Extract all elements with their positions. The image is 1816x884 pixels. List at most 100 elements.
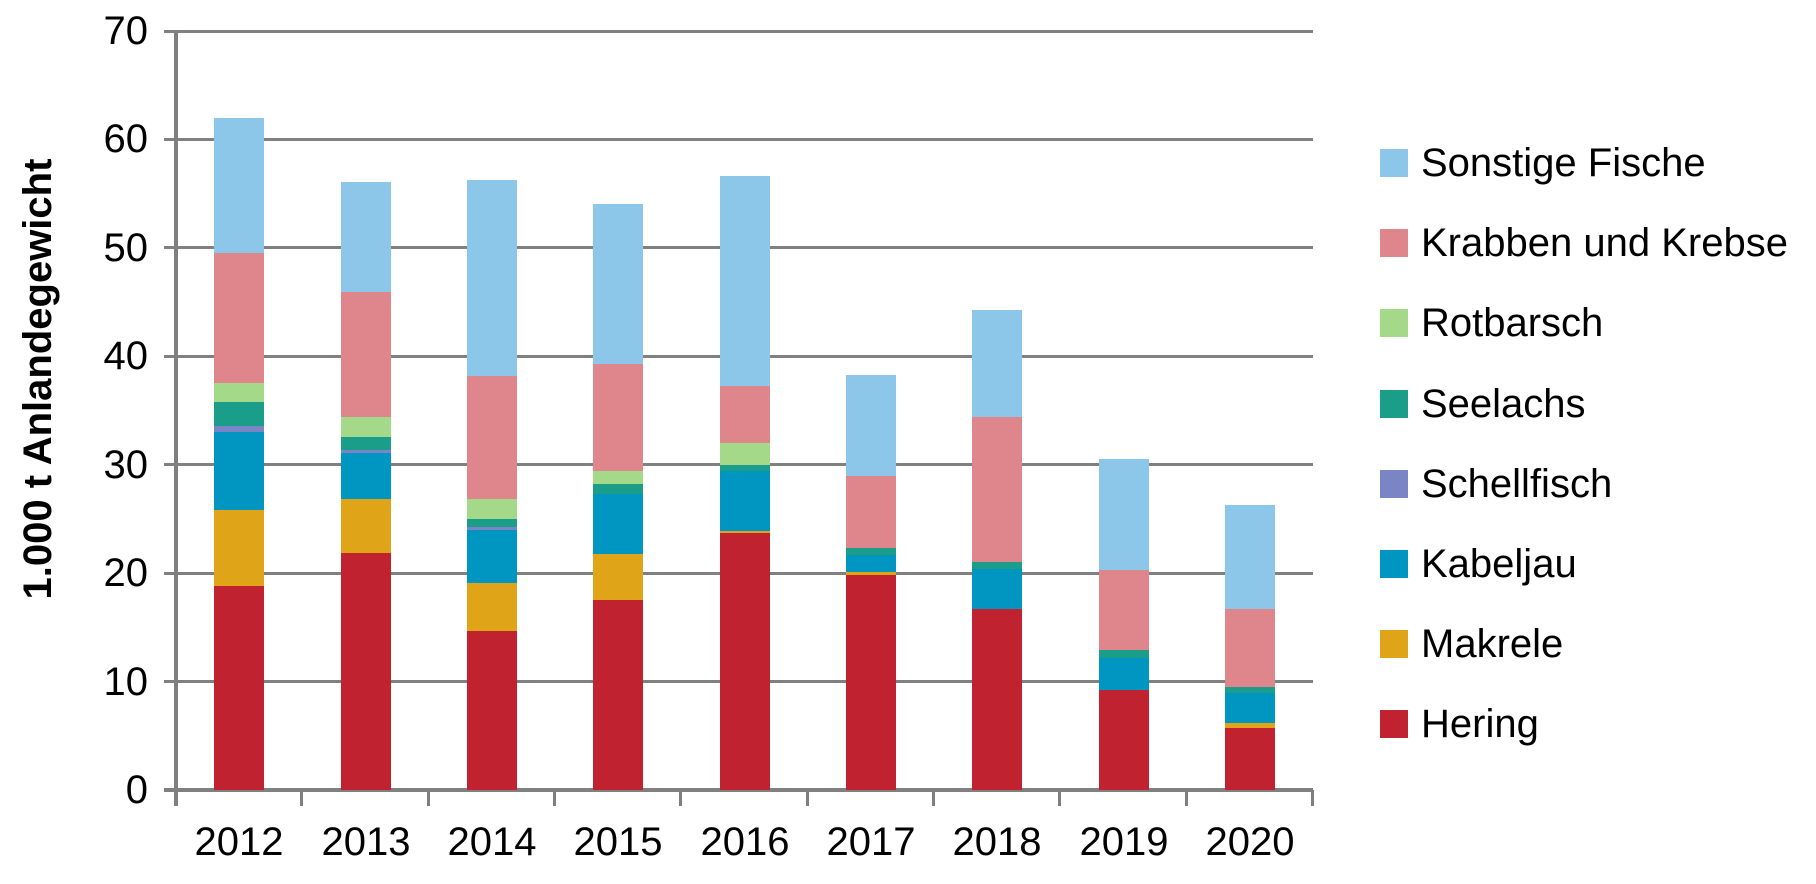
bar-segment-rotbarsch-2013 bbox=[341, 417, 391, 437]
y-tick-label-20: 20 bbox=[103, 551, 149, 595]
bar-segment-hering-2016 bbox=[720, 533, 770, 790]
y-tick-label-50: 50 bbox=[103, 226, 149, 270]
gridline-0 bbox=[164, 788, 1313, 792]
x-tick-label-2015: 2015 bbox=[573, 820, 663, 864]
bar-segment-kabeljau-2014 bbox=[467, 530, 517, 583]
bar-segment-makrele-2020 bbox=[1225, 723, 1275, 728]
x-axis-tick bbox=[806, 790, 809, 806]
x-tick-label-2017: 2017 bbox=[826, 820, 916, 864]
bar-segment-seelachs-2012 bbox=[214, 402, 264, 426]
bar-segment-rotbarsch-2014 bbox=[467, 499, 517, 519]
bar-segment-hering-2020 bbox=[1225, 728, 1275, 790]
x-tick-label-2014: 2014 bbox=[447, 820, 537, 864]
bar-segment-makrele-2015 bbox=[593, 554, 643, 600]
y-axis-title: 1.000 t Anlandegewicht bbox=[16, 158, 60, 600]
bar-segment-kabeljau-2015 bbox=[593, 494, 643, 554]
bar-segment-kabeljau-2018 bbox=[972, 569, 1022, 609]
bar-segment-rotbarsch-2015 bbox=[593, 471, 643, 484]
legend-item-seelachs: Seelachs bbox=[1380, 379, 1586, 429]
bar-segment-sonstige-fische-2014 bbox=[467, 180, 517, 376]
legend-item-rotbarsch: Rotbarsch bbox=[1380, 298, 1603, 348]
legend-label-seelachs: Seelachs bbox=[1421, 382, 1586, 426]
y-tick-label-60: 60 bbox=[103, 117, 149, 161]
gridline-60 bbox=[164, 138, 1313, 141]
bar-segment-seelachs-2017 bbox=[846, 548, 896, 555]
legend-item-makrele: Makrele bbox=[1380, 619, 1563, 669]
x-tick-label-2019: 2019 bbox=[1079, 820, 1169, 864]
x-axis-tick bbox=[679, 790, 682, 806]
bar-segment-krabben-und-krebse-2017 bbox=[846, 476, 896, 548]
bar-segment-krabben-und-krebse-2014 bbox=[467, 376, 517, 499]
bar-segment-makrele-2016 bbox=[720, 531, 770, 533]
x-tick-label-2013: 2013 bbox=[321, 820, 411, 864]
legend-swatch-hering bbox=[1380, 710, 1408, 738]
bar-segment-kabeljau-2019 bbox=[1099, 658, 1149, 690]
bar-segment-schellfisch-2013 bbox=[341, 450, 391, 453]
y-tick-label-40: 40 bbox=[103, 334, 149, 378]
legend-label-sonstige-fische: Sonstige Fische bbox=[1421, 141, 1706, 185]
y-tick-label-30: 30 bbox=[103, 443, 149, 487]
bar-segment-hering-2018 bbox=[972, 609, 1022, 790]
bar-segment-sonstige-fische-2013 bbox=[341, 182, 391, 292]
legend-item-hering: Hering bbox=[1380, 699, 1539, 749]
bar-segment-krabben-und-krebse-2016 bbox=[720, 386, 770, 443]
bar-segment-seelachs-2013 bbox=[341, 437, 391, 450]
bar-segment-hering-2015 bbox=[593, 600, 643, 790]
x-axis-tick bbox=[932, 790, 935, 806]
bar-segment-krabben-und-krebse-2013 bbox=[341, 292, 391, 417]
bar-segment-sonstige-fische-2017 bbox=[846, 375, 896, 476]
bar-segment-kabeljau-2012 bbox=[214, 432, 264, 510]
legend-swatch-makrele bbox=[1380, 630, 1408, 658]
bar-segment-kabeljau-2020 bbox=[1225, 693, 1275, 723]
bar-segment-hering-2012 bbox=[214, 586, 264, 790]
bar-segment-seelachs-2019 bbox=[1099, 650, 1149, 658]
bar-segment-makrele-2014 bbox=[467, 583, 517, 631]
bar-segment-makrele-2017 bbox=[846, 572, 896, 575]
bar-segment-sonstige-fische-2016 bbox=[720, 176, 770, 386]
y-tick-label-10: 10 bbox=[103, 660, 149, 704]
legend-swatch-seelachs bbox=[1380, 390, 1408, 418]
bar-segment-seelachs-2020 bbox=[1225, 687, 1275, 693]
legend-swatch-sonstige-fische bbox=[1380, 149, 1408, 177]
legend-swatch-schellfisch bbox=[1380, 470, 1408, 498]
x-axis-tick bbox=[300, 790, 303, 806]
bar-segment-krabben-und-krebse-2015 bbox=[593, 364, 643, 471]
bar-segment-seelachs-2014 bbox=[467, 519, 517, 527]
bar-segment-hering-2017 bbox=[846, 575, 896, 790]
legend-swatch-krabben-und-krebse bbox=[1380, 229, 1408, 257]
legend-item-kabeljau: Kabeljau bbox=[1380, 539, 1577, 589]
x-axis-tick bbox=[427, 790, 430, 806]
y-tick-label-0: 0 bbox=[125, 768, 148, 812]
bar-segment-hering-2014 bbox=[467, 631, 517, 790]
legend-swatch-rotbarsch bbox=[1380, 309, 1408, 337]
bar-segment-sonstige-fische-2015 bbox=[593, 204, 643, 364]
x-tick-label-2018: 2018 bbox=[952, 820, 1042, 864]
x-axis-tick bbox=[553, 790, 556, 806]
bar-segment-rotbarsch-2012 bbox=[214, 383, 264, 402]
bar-segment-hering-2019 bbox=[1099, 690, 1149, 790]
bar-segment-rotbarsch-2016 bbox=[720, 443, 770, 465]
legend-swatch-kabeljau bbox=[1380, 550, 1408, 578]
x-tick-label-2012: 2012 bbox=[194, 820, 284, 864]
y-axis-line bbox=[174, 30, 178, 806]
bar-segment-kabeljau-2016 bbox=[720, 471, 770, 531]
bar-segment-schellfisch-2014 bbox=[467, 527, 517, 530]
bar-segment-krabben-und-krebse-2018 bbox=[972, 417, 1022, 562]
legend-item-schellfisch: Schellfisch bbox=[1380, 459, 1612, 509]
bar-segment-sonstige-fische-2019 bbox=[1099, 459, 1149, 570]
bar-segment-sonstige-fische-2012 bbox=[214, 118, 264, 253]
bar-segment-kabeljau-2013 bbox=[341, 453, 391, 499]
gridline-70 bbox=[164, 30, 1313, 33]
bar-segment-krabben-und-krebse-2019 bbox=[1099, 570, 1149, 650]
legend-label-hering: Hering bbox=[1421, 702, 1539, 746]
bar-segment-makrele-2013 bbox=[341, 499, 391, 553]
bar-segment-schellfisch-2012 bbox=[214, 426, 264, 432]
bar-segment-kabeljau-2017 bbox=[846, 555, 896, 572]
legend: Sonstige Fische Krabben und Krebse Rotbars… bbox=[1380, 0, 1816, 884]
legend-label-krabben-und-krebse: Krabben und Krebse bbox=[1421, 221, 1788, 265]
legend-label-schellfisch: Schellfisch bbox=[1421, 462, 1613, 506]
bar-segment-makrele-2012 bbox=[214, 510, 264, 586]
legend-label-rotbarsch: Rotbarsch bbox=[1421, 301, 1604, 345]
legend-label-makrele: Makrele bbox=[1421, 622, 1564, 666]
